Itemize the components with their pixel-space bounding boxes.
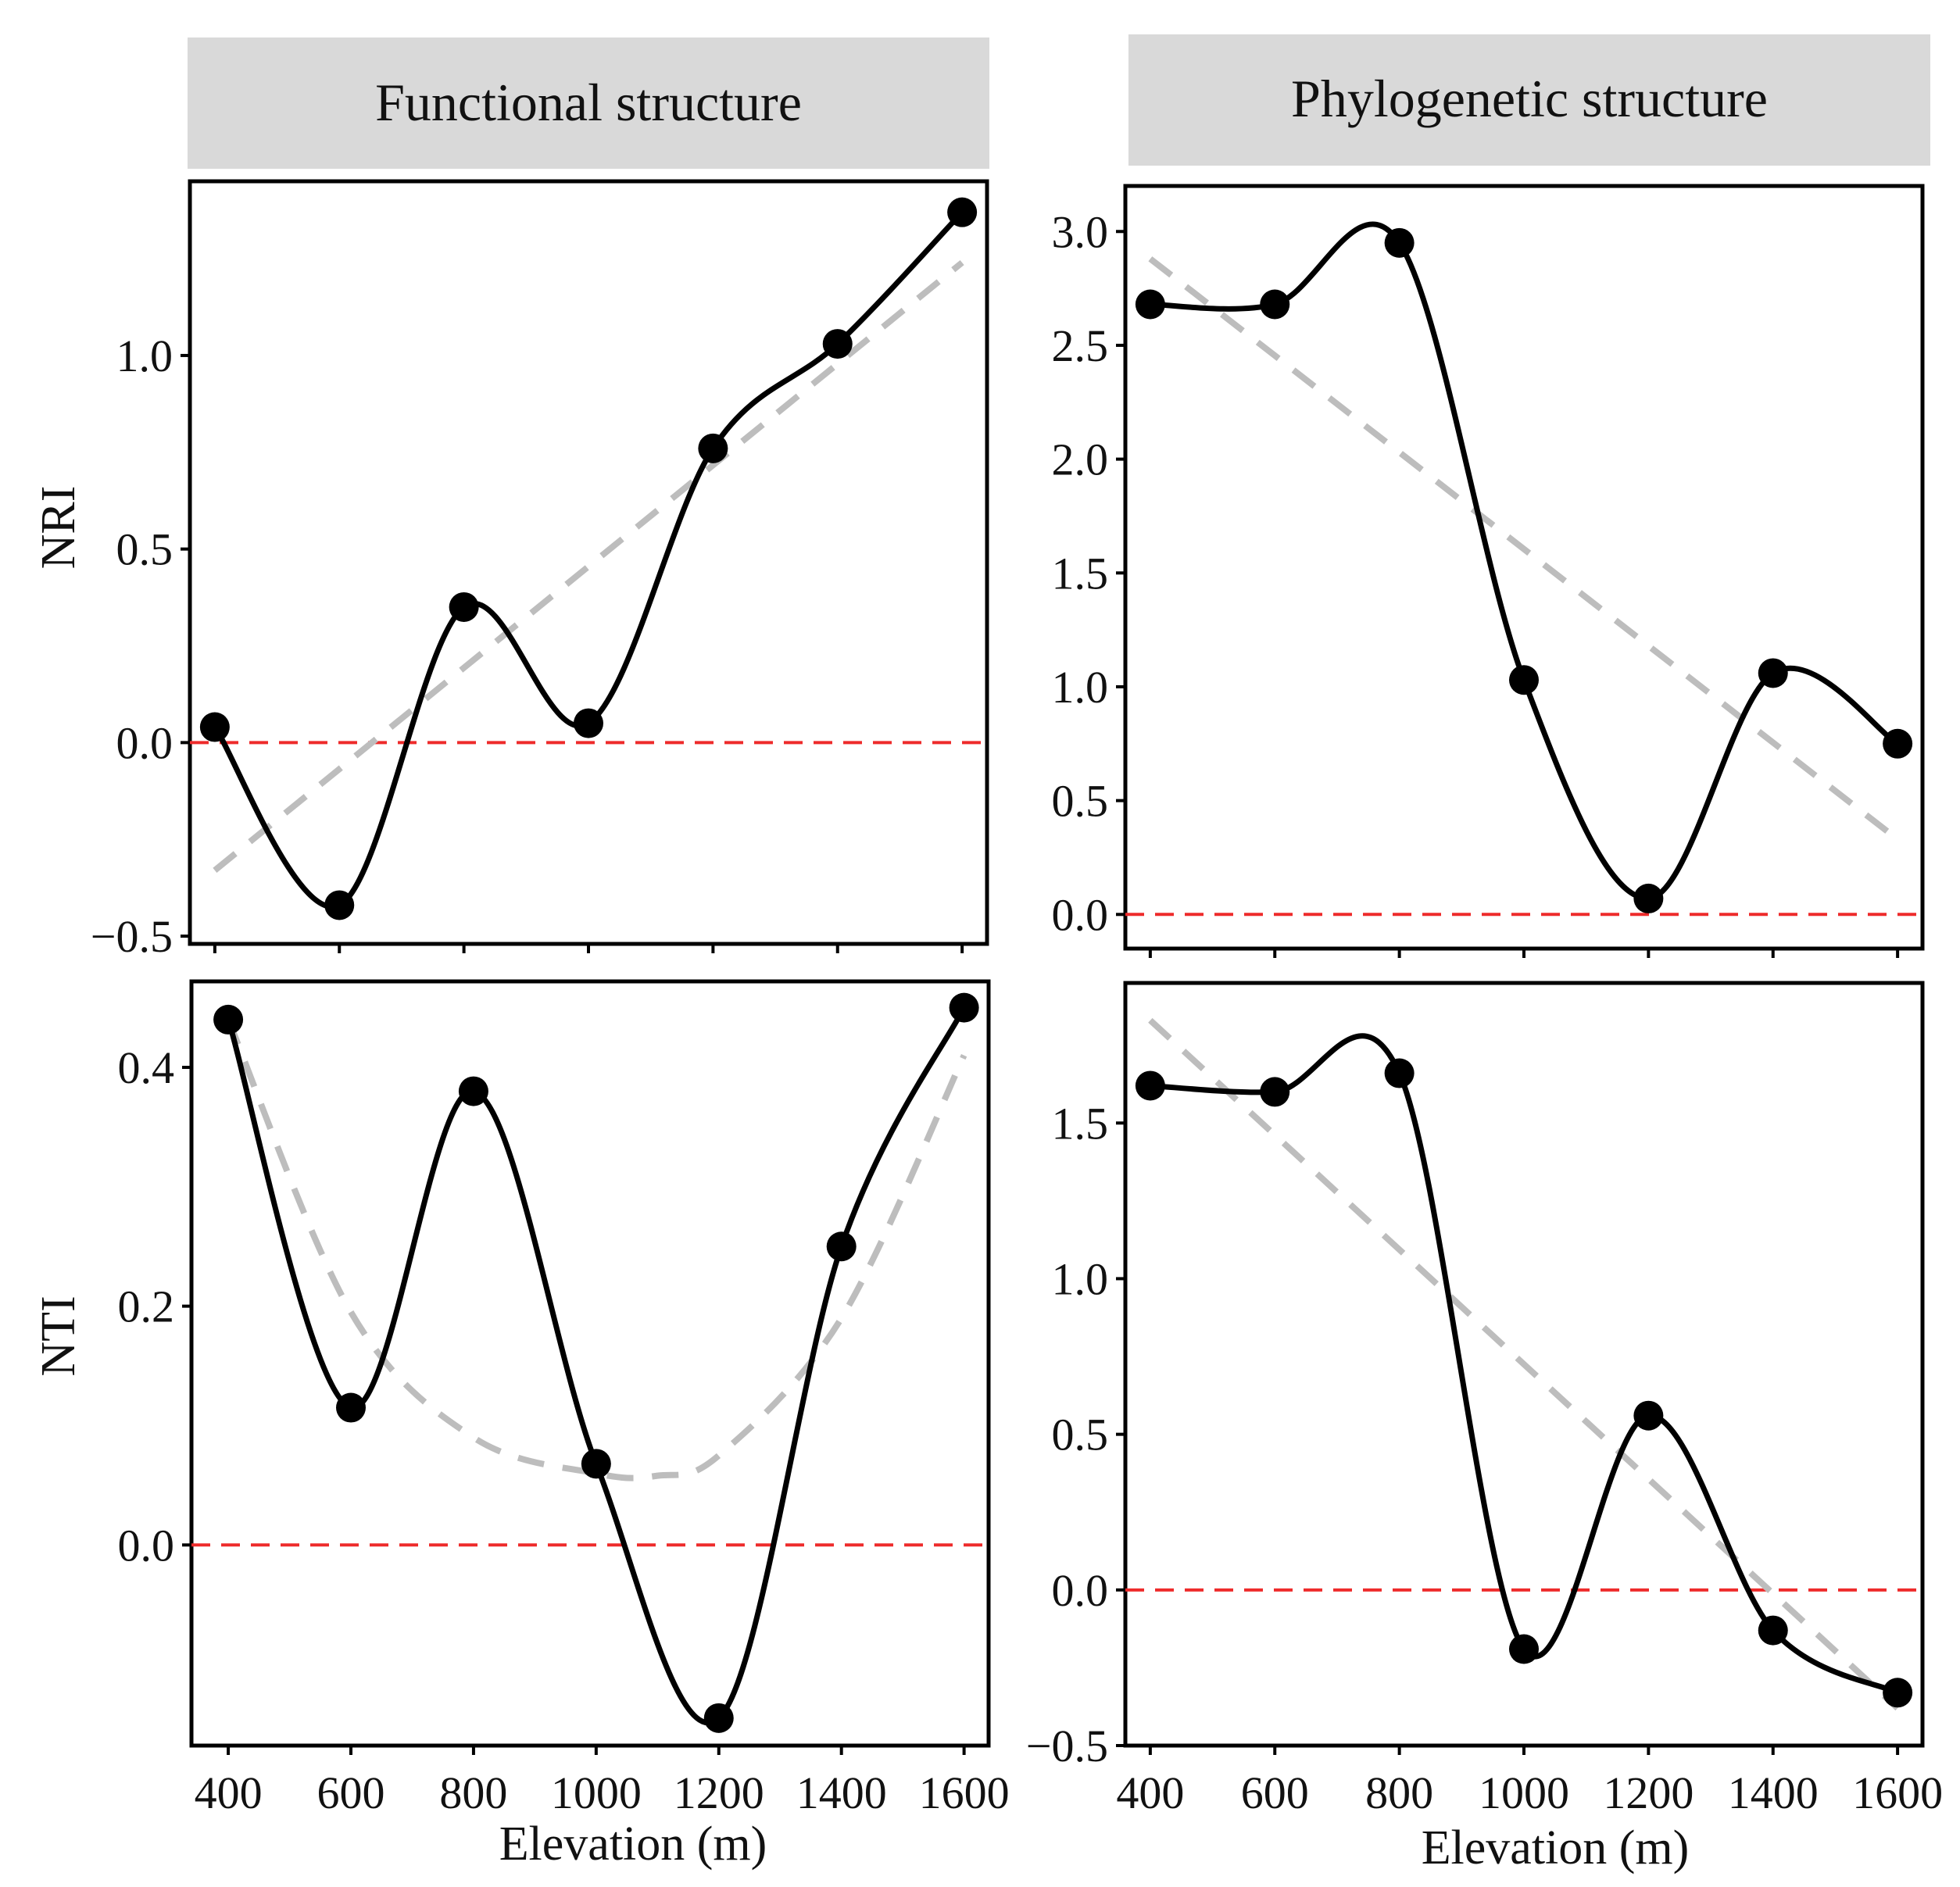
data-point-1200 — [1633, 1400, 1664, 1431]
data-line — [212, 210, 964, 910]
strip-functional — [188, 38, 989, 169]
y-tick-label: 0.0 — [1052, 1565, 1109, 1616]
data-point-800 — [1384, 1058, 1415, 1088]
data-point-1400 — [1758, 658, 1788, 688]
data-point-1400 — [822, 329, 853, 359]
x-tick-label: 1000 — [1479, 1767, 1569, 1818]
y-axis-title-nri: NRI — [32, 486, 85, 570]
data-point-1600 — [947, 197, 978, 227]
y-tick-label: −0.5 — [1026, 1721, 1108, 1771]
y-tick-label: −0.5 — [91, 911, 173, 962]
data-point-1400 — [826, 1231, 857, 1262]
x-tick-label: 1000 — [551, 1767, 642, 1818]
data-point-800 — [449, 591, 479, 622]
y-tick-label: 0.0 — [1052, 889, 1109, 940]
data-point-600 — [324, 890, 355, 920]
y-tick-label: 0.0 — [118, 1520, 175, 1571]
y-tick-label: 2.0 — [1052, 434, 1109, 485]
x-axis-title-left: Elevation (m) — [499, 1817, 767, 1871]
panel-frame — [188, 179, 989, 946]
x-tick-label: 400 — [1116, 1767, 1184, 1818]
panel-frame — [1123, 184, 1925, 951]
y-tick-label: 1.0 — [116, 331, 173, 381]
panel-functional-nti: 0.0 0.2 0.4 400 600 800 1000 1200 1400 1600 — [118, 979, 1010, 1818]
data-point-1000 — [1509, 1634, 1539, 1664]
y-tick-label: 1.5 — [1052, 548, 1109, 599]
y-tick-label: 0.5 — [1052, 1410, 1109, 1460]
data-point-400 — [199, 712, 230, 742]
data-point-1200 — [698, 433, 728, 463]
data-point-800 — [1384, 227, 1415, 258]
data-point-1600 — [1883, 728, 1913, 759]
data-point-600 — [1260, 1077, 1290, 1107]
data-point-1200 — [703, 1703, 734, 1733]
data-point-400 — [213, 1004, 244, 1035]
x-tick-label: 800 — [439, 1767, 507, 1818]
trend-line — [1148, 256, 1900, 842]
x-tick-label: 1200 — [674, 1767, 764, 1818]
strip-functional-label: Functional structure — [375, 73, 802, 132]
x-tick-label: 1600 — [1852, 1767, 1943, 1818]
y-tick-label: 0.4 — [118, 1042, 175, 1093]
trend-line — [1148, 1017, 1900, 1711]
data-point-1000 — [1509, 665, 1539, 695]
data-point-800 — [458, 1076, 488, 1106]
trend-line — [225, 1018, 967, 1481]
x-tick-label: 600 — [1241, 1767, 1309, 1818]
data-point-1600 — [1883, 1678, 1913, 1708]
data-point-400 — [1135, 1070, 1165, 1101]
x-tick-label: 1200 — [1603, 1767, 1694, 1818]
panel-functional-nri: −0.5 0.0 0.5 1.0 — [91, 179, 989, 962]
panel-phylogenetic-nri: 0.0 0.5 1.0 1.5 2.0 2.5 3.0 — [1052, 184, 1925, 958]
strip-phylogenetic-label: Phylogenetic structure — [1291, 69, 1768, 128]
y-axis-title-nti: NTI — [32, 1296, 85, 1376]
x-tick-label: 1400 — [796, 1767, 887, 1818]
y-tick-label: 0.5 — [116, 524, 173, 575]
y-tick-label: 0.5 — [1052, 776, 1109, 827]
panel-frame — [189, 979, 991, 1748]
x-tick-label: 400 — [195, 1767, 263, 1818]
data-point-1400 — [1758, 1615, 1788, 1646]
data-point-600 — [336, 1392, 366, 1423]
strip-phylogenetic — [1128, 34, 1930, 166]
y-tick-label: 0.2 — [118, 1281, 175, 1332]
data-point-1000 — [581, 1449, 611, 1479]
y-tick-label: 1.0 — [1052, 1253, 1109, 1304]
panel-phylogenetic-nti: −0.5 0.0 0.5 1.0 1.5 400 600 800 1000 1200 1400 160… — [1026, 981, 1943, 1818]
y-tick-label: 1.5 — [1052, 1098, 1109, 1149]
data-point-1200 — [1633, 883, 1664, 913]
x-axis-title-right: Elevation (m) — [1422, 1821, 1690, 1874]
y-tick-label: 0.0 — [116, 717, 173, 768]
y-tick-label: 3.0 — [1052, 206, 1109, 257]
x-tick-label: 1400 — [1728, 1767, 1819, 1818]
x-tick-label: 600 — [317, 1767, 385, 1818]
data-point-600 — [1260, 289, 1290, 320]
data-line — [1150, 221, 1900, 902]
x-tick-label: 1600 — [919, 1767, 1010, 1818]
y-tick-label: 1.0 — [1052, 662, 1109, 713]
y-tick-label: 2.5 — [1052, 320, 1109, 371]
x-tick-label: 800 — [1365, 1767, 1433, 1818]
data-line — [225, 1006, 967, 1726]
data-point-1000 — [574, 708, 603, 738]
trend-line — [213, 259, 964, 873]
data-point-1600 — [949, 992, 979, 1023]
data-point-400 — [1135, 289, 1165, 320]
